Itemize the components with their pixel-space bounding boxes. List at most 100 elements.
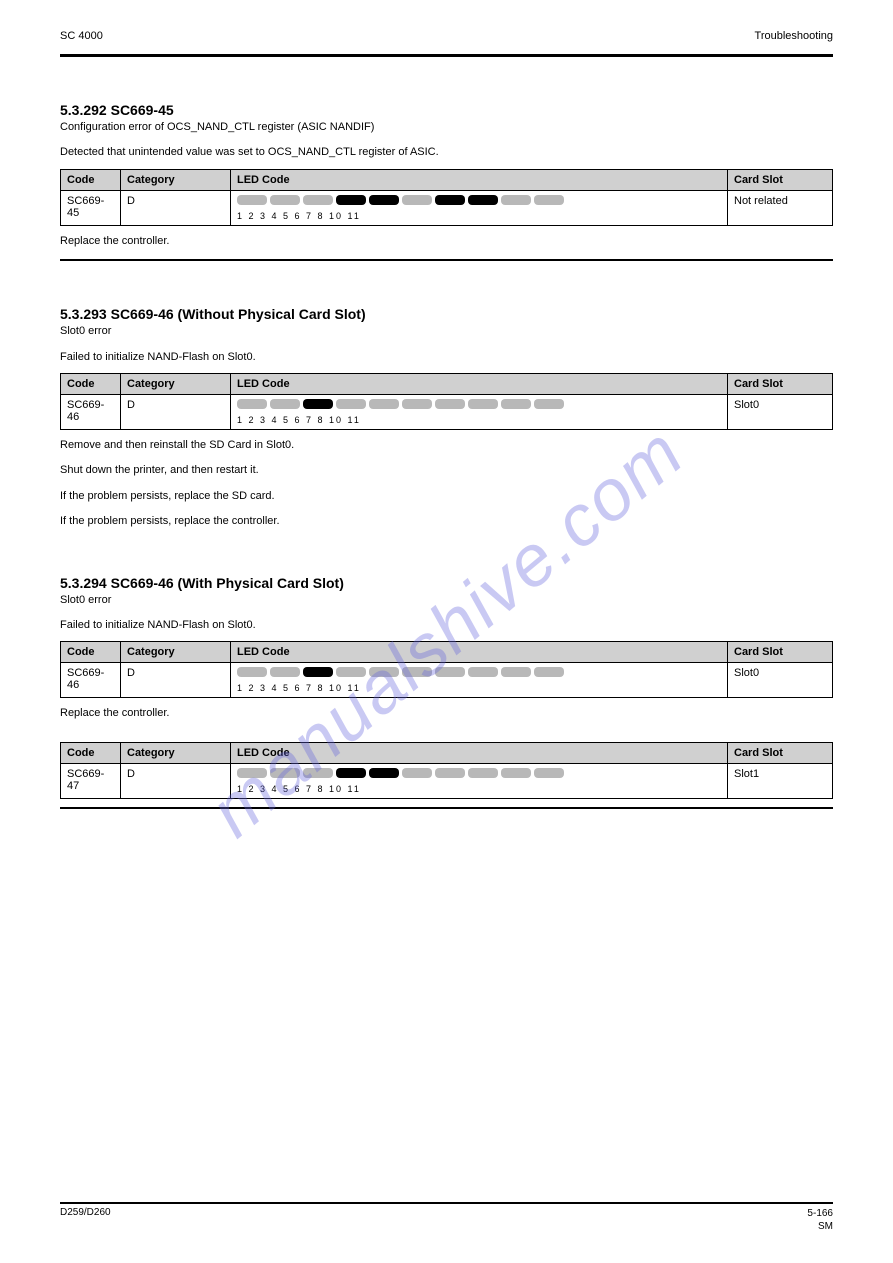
post-list-item: If the problem persists, replace the SD … (60, 489, 833, 504)
th-led: LED Code (231, 642, 728, 663)
footer-right: 5-166 SM (807, 1207, 833, 1233)
td-card: Not related (728, 190, 833, 225)
td-led: 1 2 3 4 5 6 7 8 10 11 (231, 394, 728, 429)
post-list-item: If the problem persists, replace the con… (60, 514, 833, 529)
led-off-icon (435, 768, 465, 778)
section-subheading: Configuration error of OCS_NAND_CTL regi… (60, 120, 833, 135)
th-led: LED Code (231, 742, 728, 763)
led-off-icon (534, 399, 564, 409)
th-category: Category (121, 169, 231, 190)
led-off-icon (336, 399, 366, 409)
led-off-icon (468, 667, 498, 677)
led-labels: 1 2 3 4 5 6 7 8 10 11 (237, 211, 721, 221)
page-footer: D259/D260 5-166 SM (60, 1202, 833, 1233)
th-code: Code (61, 642, 121, 663)
led-off-icon (534, 667, 564, 677)
td-code: SC669-45 (61, 190, 121, 225)
th-code: Code (61, 742, 121, 763)
post-text: Replace the controller. (60, 234, 833, 249)
led-on-icon (336, 768, 366, 778)
table-header-row: Code Category LED Code Card Slot (61, 642, 833, 663)
section-subheading: Slot0 error (60, 593, 833, 608)
header-left: SC 4000 (60, 30, 103, 42)
post-text: Replace the controller. (60, 706, 833, 721)
led-labels: 1 2 3 4 5 6 7 8 10 11 (237, 415, 721, 425)
th-led: LED Code (231, 373, 728, 394)
led-on-icon (435, 195, 465, 205)
led-off-icon (468, 399, 498, 409)
th-led: LED Code (231, 169, 728, 190)
td-category: D (121, 394, 231, 429)
led-off-icon (501, 768, 531, 778)
td-category: D (121, 663, 231, 698)
td-category: D (121, 763, 231, 798)
led-off-icon (237, 399, 267, 409)
led-row (237, 667, 721, 677)
table-row: SC669-45 D 1 2 3 4 5 6 7 8 10 11 Not rel… (61, 190, 833, 225)
th-category: Category (121, 642, 231, 663)
led-off-icon (369, 399, 399, 409)
td-card: Slot0 (728, 663, 833, 698)
section-subheading: Slot0 error (60, 324, 833, 339)
led-off-icon (435, 399, 465, 409)
section-intro: Detected that unintended value was set t… (60, 145, 833, 160)
th-code: Code (61, 373, 121, 394)
led-off-icon (402, 667, 432, 677)
section-divider (60, 807, 833, 809)
section-heading: 5.3.293 SC669-46 (Without Physical Card … (60, 306, 833, 322)
led-off-icon (270, 195, 300, 205)
section-table: Code Category LED Code Card Slot SC669-4… (60, 169, 833, 226)
led-row (237, 768, 721, 778)
led-off-icon (270, 399, 300, 409)
section-intro: Failed to initialize NAND-Flash on Slot0… (60, 350, 833, 365)
led-off-icon (534, 195, 564, 205)
th-code: Code (61, 169, 121, 190)
table-header-row: Code Category LED Code Card Slot (61, 373, 833, 394)
td-led: 1 2 3 4 5 6 7 8 10 11 (231, 190, 728, 225)
led-on-icon (369, 768, 399, 778)
led-on-icon (303, 667, 333, 677)
td-card: Slot1 (728, 763, 833, 798)
td-card: Slot0 (728, 394, 833, 429)
led-off-icon (270, 768, 300, 778)
led-off-icon (501, 195, 531, 205)
led-off-icon (468, 768, 498, 778)
td-led: 1 2 3 4 5 6 7 8 10 11 (231, 763, 728, 798)
led-labels: 1 2 3 4 5 6 7 8 10 11 (237, 784, 721, 794)
table-row: SC669-47 D 1 2 3 4 5 6 7 8 10 11 Slot1 (61, 763, 833, 798)
led-off-icon (237, 768, 267, 778)
led-off-icon (270, 667, 300, 677)
led-off-icon (501, 399, 531, 409)
td-category: D (121, 190, 231, 225)
post-list-item: Shut down the printer, and then restart … (60, 463, 833, 478)
td-code: SC669-47 (61, 763, 121, 798)
led-off-icon (402, 399, 432, 409)
led-on-icon (336, 195, 366, 205)
led-off-icon (303, 768, 333, 778)
th-category: Category (121, 742, 231, 763)
page-header: SC 4000 Troubleshooting (60, 30, 833, 42)
section-table: Code Category LED Code Card Slot SC669-4… (60, 742, 833, 799)
section-table: Code Category LED Code Card Slot SC669-4… (60, 373, 833, 430)
section-heading: 5.3.294 SC669-46 (With Physical Card Slo… (60, 575, 833, 591)
table-header-row: Code Category LED Code Card Slot (61, 742, 833, 763)
th-category: Category (121, 373, 231, 394)
led-on-icon (369, 195, 399, 205)
th-card: Card Slot (728, 373, 833, 394)
led-row (237, 399, 721, 409)
section-table: Code Category LED Code Card Slot SC669-4… (60, 641, 833, 698)
td-code: SC669-46 (61, 394, 121, 429)
table-header-row: Code Category LED Code Card Slot (61, 169, 833, 190)
th-card: Card Slot (728, 169, 833, 190)
footer-left: D259/D260 (60, 1207, 111, 1218)
table-row: SC669-46 D 1 2 3 4 5 6 7 8 10 11 Slot0 (61, 663, 833, 698)
led-off-icon (237, 667, 267, 677)
led-on-icon (303, 399, 333, 409)
header-right: Troubleshooting (755, 30, 833, 42)
section-divider (60, 259, 833, 261)
td-code: SC669-46 (61, 663, 121, 698)
led-on-icon (468, 195, 498, 205)
footer-page: 5-166 (807, 1208, 833, 1219)
th-card: Card Slot (728, 742, 833, 763)
led-off-icon (237, 195, 267, 205)
